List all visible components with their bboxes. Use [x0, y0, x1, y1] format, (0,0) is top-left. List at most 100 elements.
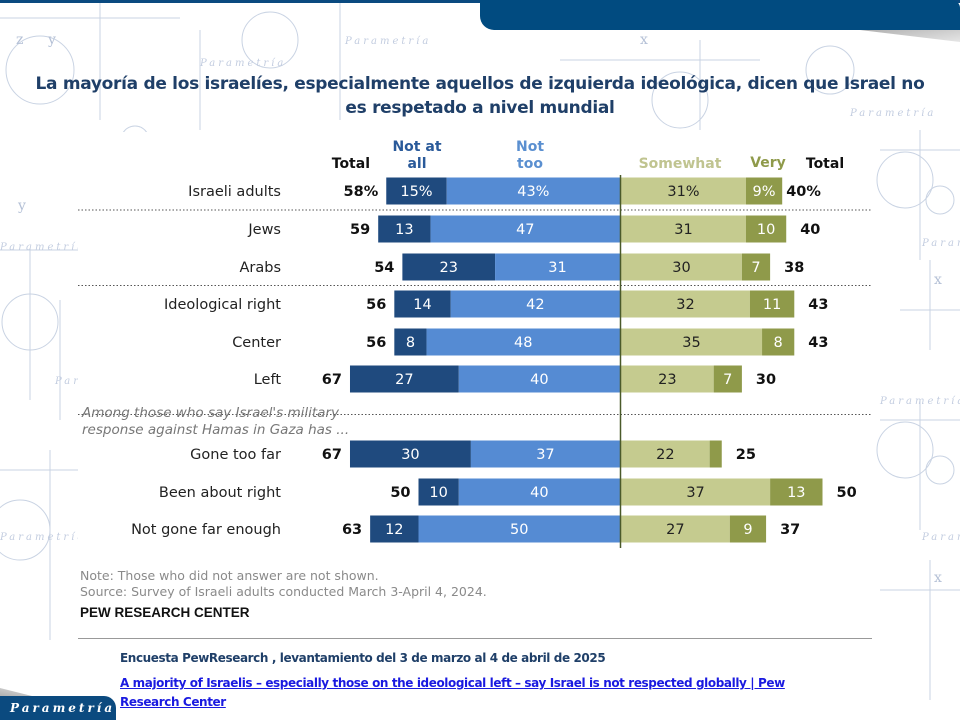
bar-not-at-all	[378, 215, 431, 243]
bar-not-at-all	[370, 515, 419, 543]
bar-somewhat	[621, 478, 771, 506]
total-not-respected: 56	[366, 297, 386, 313]
total-not-respected: 67	[322, 447, 342, 463]
label-not-at-all: 10	[429, 485, 447, 501]
label-very: 13	[787, 485, 805, 501]
bar-very	[713, 365, 742, 393]
label-somewhat: 22	[656, 447, 674, 463]
bar-somewhat	[621, 328, 763, 356]
row-label: Left	[254, 372, 282, 388]
label-not-at-all: 30	[401, 447, 419, 463]
svg-text:Parametría: Parametría	[0, 242, 86, 253]
label-not-at-all: 13	[395, 222, 413, 238]
bar-very	[709, 440, 722, 468]
bar-somewhat	[621, 365, 714, 393]
svg-text:y: y	[47, 32, 56, 48]
label-very: 8	[774, 335, 783, 351]
svg-text:y: y	[17, 198, 26, 214]
survey-note: Encuesta PewResearch , levantamiento del…	[120, 651, 606, 665]
label-not-too: 48	[514, 335, 532, 351]
header-not-at-all-line1: Not at	[392, 139, 441, 155]
bar-somewhat	[621, 440, 710, 468]
label-not-at-all: 15%	[400, 184, 432, 200]
total-respected: 25	[736, 447, 756, 463]
label-not-at-all: 14	[413, 297, 431, 313]
label-not-too: 37	[536, 447, 554, 463]
bar-not-too	[426, 328, 620, 356]
svg-text:x: x	[640, 32, 648, 48]
row-label: Not gone far enough	[131, 522, 281, 538]
total-respected: 37	[780, 522, 800, 538]
row-label: Arabs	[239, 260, 281, 276]
svg-text:x: x	[934, 272, 942, 288]
header-total-right: Total	[806, 156, 844, 172]
label-very: 7	[723, 372, 732, 388]
header-not-too-line1: Not	[516, 139, 544, 155]
label-very: 11	[763, 297, 781, 313]
label-not-at-all: 27	[395, 372, 413, 388]
svg-text:Parametría: Parametría	[921, 238, 960, 249]
total-respected: 40%	[786, 184, 821, 200]
chart-note: Note: Those who did not answer are not s…	[80, 568, 379, 583]
svg-text:Parametría: Parametría	[0, 532, 86, 543]
subgroup-label-line1: Among those who say Israel's military	[81, 405, 340, 421]
label-somewhat: 32	[676, 297, 694, 313]
subgroup-label-line2: response against Hamas in Gaza has ...	[82, 422, 349, 438]
header-not-at-all-line2: all	[407, 156, 426, 172]
total-respected: 43	[808, 297, 828, 313]
watermark-text: Parametría	[344, 36, 431, 47]
bar-somewhat	[621, 253, 742, 281]
bar-very	[749, 290, 795, 318]
total-respected: 30	[756, 372, 776, 388]
total-respected: 50	[837, 485, 857, 501]
header-very: Very	[750, 155, 786, 171]
label-somewhat: 35	[682, 335, 700, 351]
svg-text:Parametría: Parametría	[849, 108, 936, 119]
bar-not-at-all	[349, 365, 459, 393]
row-label: Center	[232, 335, 281, 351]
bar-very	[762, 328, 795, 356]
bar-not-too	[458, 365, 620, 393]
bar-not-too	[458, 478, 620, 506]
total-not-respected: 59	[350, 222, 370, 238]
bar-not-at-all	[402, 253, 496, 281]
label-not-at-all: 12	[385, 522, 403, 538]
total-not-respected: 63	[342, 522, 362, 538]
bar-somewhat	[621, 215, 746, 243]
row-label: Jews	[247, 222, 281, 238]
label-not-too: 40	[530, 485, 548, 501]
bar-somewhat	[621, 515, 730, 543]
label-not-too: 42	[526, 297, 544, 313]
bar-not-at-all	[386, 177, 447, 205]
total-not-respected: 67	[322, 372, 342, 388]
label-somewhat: 31	[674, 222, 692, 238]
label-somewhat: 37	[686, 485, 704, 501]
row-label: Israeli adults	[188, 184, 281, 200]
row-label: Gone too far	[190, 447, 281, 463]
slide-title: La mayoría de los israelíes, especialmen…	[35, 74, 925, 118]
bar-not-too	[450, 290, 620, 318]
label-somewhat: 27	[666, 522, 684, 538]
label-very: 10	[757, 222, 775, 238]
parametria-logo: Parametría	[0, 696, 116, 720]
label-very: 9%	[753, 184, 776, 200]
svg-text:x: x	[934, 570, 942, 586]
label-somewhat: 30	[672, 260, 690, 276]
total-respected: 43	[808, 335, 828, 351]
bar-not-too	[495, 253, 620, 281]
bar-very	[729, 515, 767, 543]
chart-container: Total Not at all Not too Somewhat Very Total Amo…	[78, 132, 872, 640]
label-somewhat: 31%	[667, 184, 699, 200]
header-somewhat: Somewhat	[639, 156, 722, 172]
bar-very	[745, 215, 787, 243]
bar-not-too	[430, 215, 620, 243]
label-not-too: 40	[530, 372, 548, 388]
bar-very	[745, 177, 783, 205]
source-link[interactable]: A majority of Israelis – especially thos…	[120, 676, 785, 709]
total-not-respected: 54	[374, 260, 394, 276]
total-respected: 40	[800, 222, 820, 238]
label-very: 7	[751, 260, 760, 276]
header-banner	[480, 0, 960, 30]
